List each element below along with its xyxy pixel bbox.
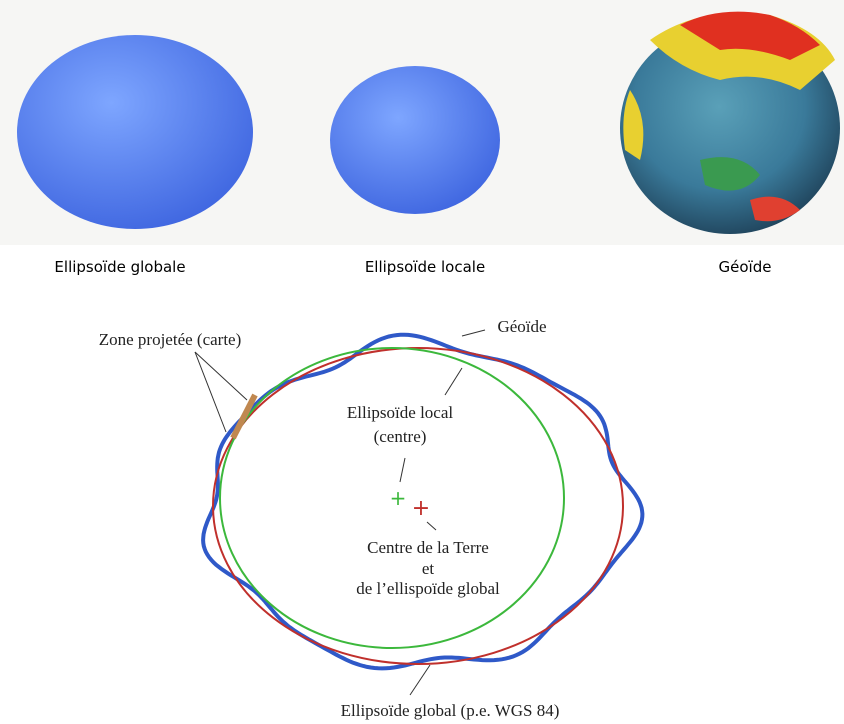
caption: Ellipsoïde globale bbox=[54, 258, 185, 276]
geoid-curve bbox=[201, 332, 645, 671]
label: Centre de la Terre bbox=[367, 538, 489, 557]
geoid-globe bbox=[620, 11, 840, 234]
label: Géoïde bbox=[497, 317, 546, 336]
caption: Ellipsoïde locale bbox=[365, 258, 485, 276]
label: Zone projetée (carte) bbox=[99, 330, 242, 349]
local-center-mark: + bbox=[390, 486, 407, 510]
label: Ellipsoïde global (p.e. WGS 84) bbox=[341, 701, 560, 720]
projected-zone bbox=[230, 393, 258, 440]
label: et bbox=[422, 559, 435, 578]
caption: Géoïde bbox=[719, 258, 772, 276]
global-ellipsoid-curve bbox=[212, 347, 624, 665]
global-ellipsoid-sphere bbox=[17, 35, 253, 229]
local-ellipsoid-sphere bbox=[330, 66, 500, 214]
label: (centre) bbox=[374, 427, 427, 446]
label: de l’ellispoïde global bbox=[356, 579, 500, 598]
label: Ellipsoïde local bbox=[347, 403, 454, 422]
local-ellipsoid-curve bbox=[219, 347, 565, 649]
earth-center-mark: + bbox=[412, 496, 430, 521]
leader-lines bbox=[194, 329, 486, 696]
